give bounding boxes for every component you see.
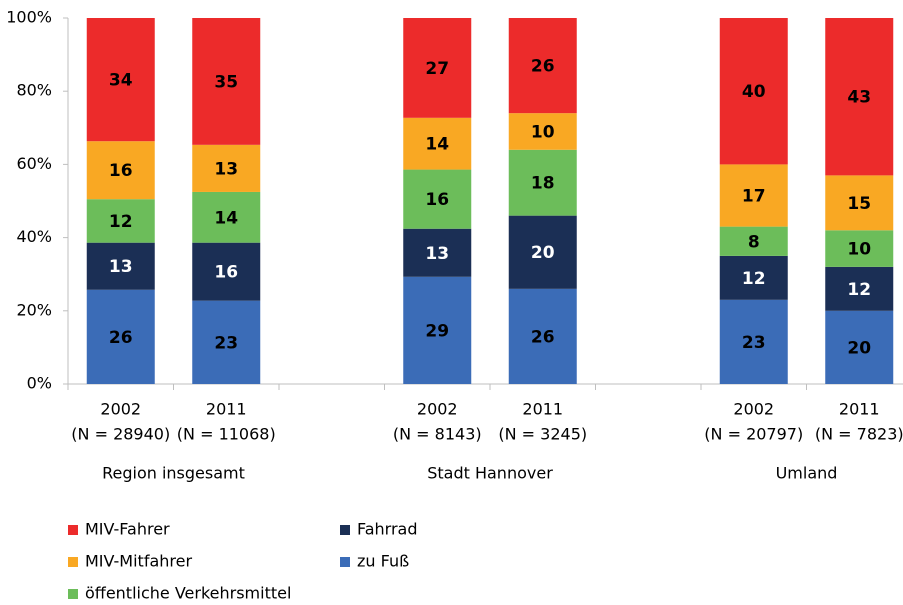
data-label: 10 [531, 122, 555, 142]
bar-segment [403, 276, 472, 384]
bar-segment [825, 18, 894, 176]
y-tick-label: 0% [27, 374, 52, 393]
legend-swatch [68, 557, 78, 567]
bar-segment [719, 18, 788, 165]
data-label: 26 [531, 57, 555, 77]
data-label: 23 [214, 333, 238, 353]
bar-segment [192, 144, 261, 192]
data-label: 13 [109, 257, 133, 277]
data-label: 40 [742, 82, 766, 102]
bar-segment [508, 215, 577, 289]
bar-segment [403, 117, 472, 170]
bar-segment [508, 288, 577, 384]
legend-swatch [68, 525, 78, 535]
bar-segment [719, 226, 788, 256]
group-label: Region insgesamt [102, 464, 245, 483]
data-label: 13 [425, 244, 449, 264]
y-tick-label: 80% [16, 81, 52, 100]
x-tick-sublabel: (N = 28940) [71, 425, 170, 444]
bar-segment [719, 255, 788, 300]
x-tick-label: 2002 [733, 400, 774, 419]
bar-segment [86, 18, 155, 142]
y-tick-label: 100% [6, 8, 52, 27]
bar-segment [825, 230, 894, 267]
group-label: Stadt Hannover [427, 464, 553, 483]
x-tick-sublabel: (N = 20797) [704, 425, 803, 444]
bar-segment [825, 310, 894, 384]
bar-segment [192, 18, 261, 145]
legend-label: MIV-Fahrer [85, 520, 170, 539]
data-label: 15 [847, 194, 871, 214]
data-label: 29 [425, 321, 449, 341]
bar-segment [192, 300, 261, 384]
bar-segment [508, 149, 577, 216]
legend-swatch [340, 557, 350, 567]
bar-segment [403, 18, 472, 118]
data-label: 27 [425, 59, 449, 79]
bar-segment [403, 169, 472, 229]
bar-segment [719, 164, 788, 227]
group-label: Umland [776, 464, 838, 483]
y-tick-label: 60% [16, 154, 52, 173]
data-label: 12 [742, 269, 766, 289]
x-tick-label: 2011 [839, 400, 880, 419]
data-label: 20 [847, 338, 871, 358]
data-label: 8 [748, 232, 760, 252]
data-label: 23 [742, 333, 766, 353]
bar-segment [403, 228, 472, 277]
legend-swatch [68, 589, 78, 599]
x-tick-label: 2011 [522, 400, 563, 419]
x-tick-sublabel: (N = 8143) [393, 425, 482, 444]
legend-label: zu Fuß [357, 552, 409, 571]
x-tick-sublabel: (N = 11068) [177, 425, 276, 444]
x-tick-label: 2011 [206, 400, 247, 419]
data-label: 43 [847, 88, 871, 108]
bar-segment [825, 175, 894, 231]
bar-segment [719, 299, 788, 384]
data-label: 10 [847, 240, 871, 260]
data-label: 14 [425, 135, 449, 155]
legend-label: öffentliche Verkehrsmittel [85, 584, 291, 603]
bar-segment [86, 289, 155, 384]
data-label: 17 [742, 187, 766, 207]
bar-segment [508, 18, 577, 114]
data-label: 35 [214, 72, 238, 92]
x-tick-sublabel: (N = 3245) [498, 425, 587, 444]
data-label: 16 [214, 263, 238, 283]
x-tick-label: 2002 [100, 400, 141, 419]
data-label: 26 [531, 327, 555, 347]
data-label: 12 [109, 212, 133, 232]
data-label: 12 [847, 280, 871, 300]
data-label: 20 [531, 243, 555, 263]
x-tick-sublabel: (N = 7823) [815, 425, 903, 444]
data-label: 14 [214, 208, 238, 228]
y-tick-label: 40% [16, 227, 52, 246]
data-label: 16 [425, 190, 449, 210]
bar-segment [192, 242, 261, 301]
data-label: 26 [109, 328, 133, 348]
legend-label: MIV-Mitfahrer [85, 552, 192, 571]
bar-segment [192, 191, 261, 243]
bar-segment [86, 242, 155, 290]
data-label: 18 [531, 174, 555, 194]
y-tick-label: 20% [16, 300, 52, 319]
bar-segment [508, 113, 577, 150]
data-label: 16 [109, 161, 133, 181]
bar-segment [86, 199, 155, 243]
data-label: 13 [214, 159, 238, 179]
bar-segment [86, 141, 155, 200]
bar-segment [825, 266, 894, 311]
legend-swatch [340, 525, 350, 535]
legend-label: Fahrrad [357, 520, 418, 539]
data-label: 34 [109, 71, 133, 91]
x-tick-label: 2002 [417, 400, 458, 419]
